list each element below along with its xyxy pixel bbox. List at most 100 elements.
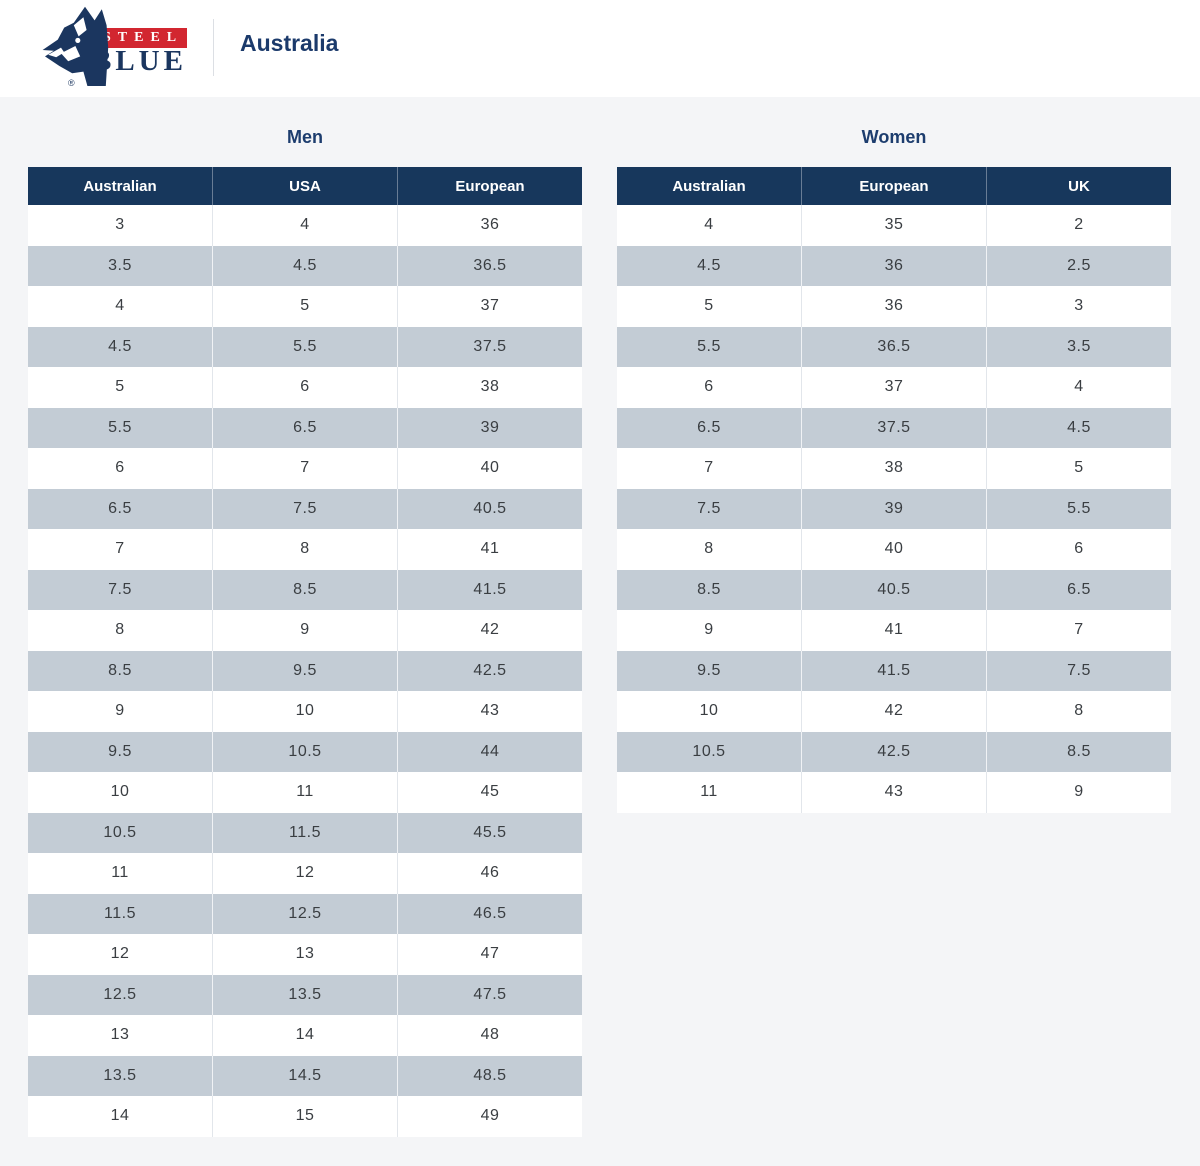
table-row: 10 42 8 (617, 691, 1171, 732)
table-cell: 12.5 (103, 985, 137, 1003)
region-title: Australia (240, 30, 339, 56)
table-cell: 10.5 (103, 823, 137, 841)
table-cell: 4 (704, 216, 714, 234)
table-cell: 43 (397, 691, 582, 732)
table-cell: 46 (397, 853, 582, 894)
table-cell: 5 (115, 378, 125, 396)
table-row: 5 6 38 (28, 367, 582, 408)
table-cell: 7.5 (697, 499, 721, 517)
column-header: European (801, 167, 986, 205)
table-row: 4 5 37 (28, 286, 582, 327)
table-row: 9 10 43 (28, 691, 582, 732)
table-cell: 4 (986, 367, 1171, 408)
table-cell: 12.5 (212, 893, 397, 934)
table-cell: 35 (801, 205, 986, 246)
table-cell: 36.5 (397, 245, 582, 286)
table-cell: 9 (212, 610, 397, 651)
table-cell: 6 (115, 459, 125, 477)
table-row: 11.5 12.5 46.5 (28, 893, 582, 934)
table-cell: 10.5 (212, 731, 397, 772)
table-row: 7.5 8.5 41.5 (28, 569, 582, 610)
table-cell: 7 (212, 448, 397, 489)
table-cell: 41.5 (801, 650, 986, 691)
table-row: 8 9 42 (28, 610, 582, 651)
table-row: 6.5 7.5 40.5 (28, 488, 582, 529)
table-cell: 5.5 (108, 418, 132, 436)
table-cell: 8 (212, 529, 397, 570)
table-row: 8 40 6 (617, 529, 1171, 570)
table-cell: 47.5 (397, 974, 582, 1015)
table-cell: 14.5 (212, 1055, 397, 1096)
table-row: 6 7 40 (28, 448, 582, 489)
table-cell: 10.5 (692, 742, 726, 760)
table-row: 4 35 2 (617, 205, 1171, 246)
steel-blue-logo[interactable]: STEEL BLUE ® (30, 4, 200, 92)
table-cell: 37 (801, 367, 986, 408)
table-cell: 5 (704, 297, 714, 315)
table-cell: 49 (397, 1096, 582, 1137)
column-header: Australian (83, 177, 157, 195)
table-cell: 4.5 (108, 337, 132, 355)
table-row: 7 38 5 (617, 448, 1171, 489)
women-table-body: 4 35 2 4.5 36 2.5 5 36 3 5.5 36.5 3.5 6 37 4 6.5 37.5 4.5… (617, 205, 1171, 813)
table-cell: 9.5 (108, 742, 132, 760)
table-cell: 38 (801, 448, 986, 489)
table-cell: 5.5 (986, 488, 1171, 529)
table-row: 4.5 5.5 37.5 (28, 326, 582, 367)
table-cell: 6.5 (108, 499, 132, 517)
women-table-title: Women (861, 127, 927, 147)
men-table-title: Men (287, 127, 323, 147)
table-cell: 13 (212, 934, 397, 975)
table-cell: 4 (212, 205, 397, 246)
table-cell: 36 (397, 205, 582, 246)
table-cell: 36 (801, 245, 986, 286)
table-cell: 11 (700, 783, 718, 801)
table-cell: 40.5 (801, 569, 986, 610)
table-cell: 7.5 (986, 650, 1171, 691)
table-cell: 2 (986, 205, 1171, 246)
table-cell: 6 (986, 529, 1171, 570)
logo-wordmark: STEEL BLUE (92, 28, 188, 76)
table-cell: 3.5 (986, 326, 1171, 367)
table-cell: 12 (212, 853, 397, 894)
table-row: 12.5 13.5 47.5 (28, 974, 582, 1015)
table-cell: 39 (397, 407, 582, 448)
table-row: 6.5 37.5 4.5 (617, 407, 1171, 448)
table-cell: 4 (115, 297, 125, 315)
table-cell: 40.5 (397, 488, 582, 529)
table-cell: 48.5 (397, 1055, 582, 1096)
table-cell: 38 (397, 367, 582, 408)
table-cell: 5.5 (212, 326, 397, 367)
table-cell: 10 (110, 783, 130, 801)
table-cell: 12 (110, 945, 130, 963)
table-cell: 3 (986, 286, 1171, 327)
women-size-table-section: Women Australian European UK 4 35 2 4.5 36 2.5 5… (617, 120, 1171, 813)
table-cell: 4.5 (212, 245, 397, 286)
table-cell: 47 (397, 934, 582, 975)
table-cell: 4.5 (697, 256, 721, 274)
table-cell: 42.5 (397, 650, 582, 691)
table-cell: 8 (986, 691, 1171, 732)
table-cell: 36.5 (801, 326, 986, 367)
table-cell: 41 (801, 610, 986, 651)
table-cell: 6.5 (986, 569, 1171, 610)
table-cell: 8.5 (697, 580, 721, 598)
table-cell: 10 (699, 702, 719, 720)
table-row: 12 13 47 (28, 934, 582, 975)
column-header: UK (986, 167, 1171, 205)
table-row: 3 4 36 (28, 205, 582, 246)
men-size-table-section: Men Australian USA European 3 4 36 3.5 4.5 36.5… (28, 120, 582, 1137)
table-cell: 6.5 (212, 407, 397, 448)
table-cell: 9 (986, 772, 1171, 813)
table-cell: 7.5 (108, 580, 132, 598)
table-cell: 8 (704, 540, 714, 558)
steel-label: STEEL (92, 28, 188, 48)
table-cell: 8.5 (212, 569, 397, 610)
table-cell: 9.5 (697, 661, 721, 679)
table-row: 13 14 48 (28, 1015, 582, 1056)
table-cell: 2.5 (986, 245, 1171, 286)
table-row: 8.5 9.5 42.5 (28, 650, 582, 691)
table-row: 11 43 9 (617, 772, 1171, 813)
table-row: 9 41 7 (617, 610, 1171, 651)
table-cell: 3 (115, 216, 125, 234)
